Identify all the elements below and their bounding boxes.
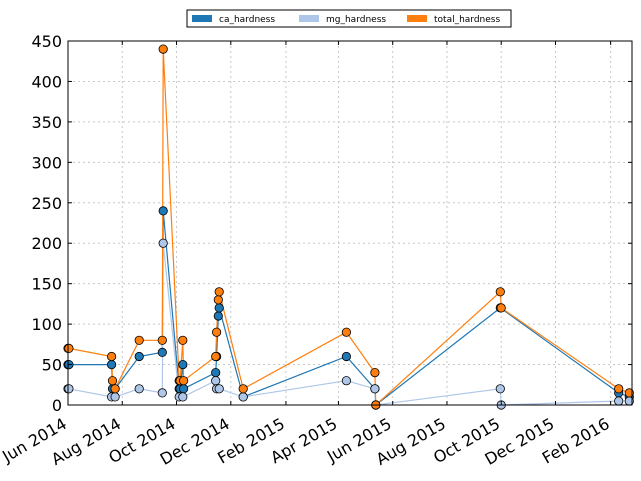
data-point-total-hardness [211, 351, 221, 362]
data-point-total-hardness [107, 376, 118, 386]
data-point-total-hardness [157, 335, 167, 345]
data-point-ca-hardness [107, 359, 117, 370]
data-point-total-hardness [495, 287, 505, 297]
data-point-ca-hardness [178, 359, 188, 370]
y-tick-label: 50 [42, 356, 62, 375]
data-point-ca-hardness [179, 384, 189, 394]
legend-swatch-total-hardness [407, 15, 427, 22]
data-point-total-hardness [212, 327, 222, 337]
data-point-total-hardness [64, 343, 74, 353]
data-point-total-hardness [110, 384, 120, 394]
plot-frame [67, 40, 633, 406]
data-point-total-hardness [238, 384, 248, 394]
y-tick-label: 200 [31, 234, 62, 253]
data-point-mg-hardness [341, 376, 351, 386]
series-lines [68, 49, 630, 407]
data-point-total-hardness [107, 351, 117, 362]
data-point-ca-hardness [213, 311, 223, 321]
legend-box [186, 9, 512, 28]
legend-label-ca-hardness: ca_hardness [219, 15, 275, 25]
data-point-total-hardness [134, 335, 144, 345]
y-tick-label: 300 [31, 153, 62, 172]
data-point-total-hardness [179, 376, 189, 386]
data-point-mg-hardness [238, 392, 248, 402]
data-point-total-hardness [178, 335, 188, 345]
data-point-total-hardness [158, 44, 168, 54]
y-tick-label: 350 [31, 113, 62, 132]
data-point-mg-hardness [211, 376, 221, 386]
series-line-total-hardness [68, 49, 630, 407]
y-tick-label: 0 [52, 396, 62, 415]
y-tick-label: 150 [31, 275, 62, 294]
data-point-mg-hardness [178, 392, 188, 402]
data-point-total-hardness [624, 388, 634, 398]
legend-label-mg-hardness: mg_hardness [326, 15, 386, 25]
data-point-mg-hardness [64, 384, 74, 394]
data-point-total-hardness [213, 295, 223, 305]
data-point-total-hardness [370, 367, 380, 378]
data-point-mg-hardness [157, 388, 167, 398]
data-point-mg-hardness [110, 392, 120, 402]
data-point-mg-hardness [134, 384, 144, 394]
data-point-total-hardness [214, 287, 224, 297]
data-point-ca-hardness [214, 303, 224, 313]
data-point-ca-hardness [134, 351, 144, 362]
grid-lines [67, 40, 632, 406]
data-point-ca-hardness [341, 351, 351, 362]
series-line-ca-hardness [68, 210, 630, 407]
data-point-mg-hardness [158, 238, 168, 248]
data-point-mg-hardness [495, 384, 505, 394]
legend-swatch-ca-hardness [192, 15, 212, 22]
y-axis-ticks: 0 50 100 150 200 250 300 350 400 450 [31, 32, 632, 415]
y-tick-label: 400 [31, 72, 62, 91]
legend-label-total-hardness: total_hardness [434, 15, 500, 25]
data-point-mg-hardness [214, 384, 224, 394]
data-point-total-hardness [614, 384, 624, 394]
y-tick-label: 100 [31, 315, 62, 334]
y-tick-label: 250 [31, 194, 62, 213]
data-point-ca-hardness [157, 347, 167, 357]
data-point-total-hardness [341, 327, 351, 337]
legend: ca_hardness mg_hardness total_hardness [186, 9, 512, 28]
data-point-ca-hardness [211, 367, 221, 378]
legend-swatch-mg-hardness [299, 15, 319, 22]
data-point-mg-hardness [370, 384, 380, 394]
y-tick-label: 450 [31, 32, 62, 51]
data-point-mg-hardness [614, 396, 624, 406]
data-point-ca-hardness [158, 206, 168, 216]
data-point-total-hardness [496, 303, 506, 313]
